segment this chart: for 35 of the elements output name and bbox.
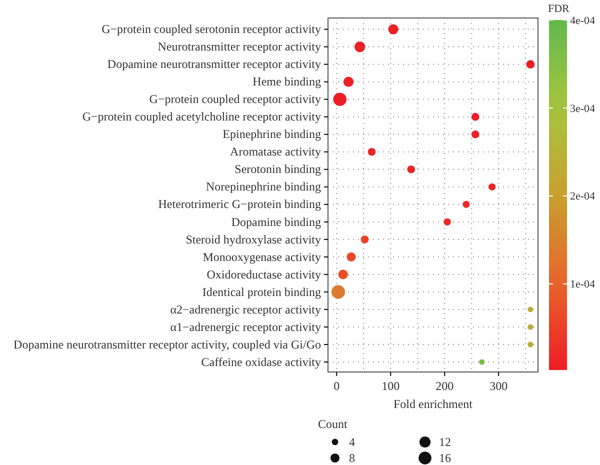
x-axis-title: Fold enrichment [394, 397, 474, 411]
y-tick-label: G−protein coupled serotonin receptor activity [102, 22, 321, 36]
x-tick-label: 0 [334, 378, 340, 393]
color-bar-title: FDR [548, 3, 570, 15]
y-tick-label: Dopamine binding [231, 214, 321, 229]
y-tick-label: Norepinephrine binding [206, 180, 321, 194]
y-tick-label: Dopamine neurotransmitter receptor activity, coupled via Gi/Go [14, 337, 321, 352]
legend-label: 4 [349, 435, 355, 450]
y-tick-label: Heterotrimeric G−protein binding [158, 197, 321, 212]
y-tick-label: Identical protein binding [202, 284, 321, 299]
y-tick-label: G−protein coupled receptor activity [149, 92, 321, 106]
y-tick-label: Serotonin binding [234, 162, 321, 176]
y-tick-label: Heme binding [252, 74, 321, 89]
y-tick-label: Steroid hydroxylase activity [186, 232, 321, 246]
y-tick-label: Neurotransmitter receptor activity [158, 40, 321, 54]
color-bar-label: 4e-04 [570, 14, 596, 27]
color-bar-label: 2e-04 [570, 190, 596, 203]
y-tick-label: Caffeine oxidase activity [201, 354, 321, 369]
x-tick-label: 200 [436, 378, 454, 393]
y-tick-label: α1−adrenergic receptor activity [170, 320, 321, 334]
y-tick-label: Epinephrine binding [222, 127, 321, 142]
color-bar-label: 1e-04 [570, 278, 596, 291]
y-tick-label: Oxidoreductase activity [206, 267, 321, 282]
y-tick-label: Aromatase activity [230, 144, 321, 159]
color-bar-label: 3e-04 [570, 102, 596, 115]
legend-title: Count [318, 417, 348, 431]
y-tick-label: Monooxygenase activity [202, 250, 321, 264]
legend-label: 8 [349, 451, 355, 465]
legend-label: 12 [439, 435, 451, 450]
y-tick-label: G−protein coupled acetylcholine receptor activity [82, 110, 321, 124]
x-tick-label: 300 [490, 378, 508, 393]
y-tick-label: α2−adrenergic receptor activity [170, 302, 321, 316]
y-tick-label: Dopamine neurotransmitter receptor activity [107, 57, 321, 72]
legend-label: 16 [439, 451, 451, 465]
x-tick-label: 100 [382, 378, 400, 393]
